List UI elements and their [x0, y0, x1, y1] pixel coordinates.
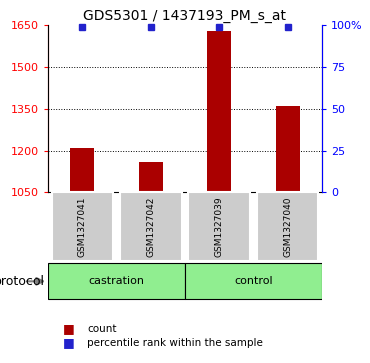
Text: protocol: protocol: [0, 275, 44, 288]
Bar: [257, 192, 319, 261]
Bar: [276, 106, 300, 192]
Bar: [120, 192, 182, 261]
Text: ■: ■: [63, 322, 75, 335]
Text: GSM1327040: GSM1327040: [283, 197, 292, 257]
Title: GDS5301 / 1437193_PM_s_at: GDS5301 / 1437193_PM_s_at: [84, 9, 286, 23]
Bar: [48, 263, 185, 299]
Text: GSM1327042: GSM1327042: [146, 197, 155, 257]
Bar: [207, 31, 231, 192]
Bar: [70, 148, 94, 192]
Bar: [51, 192, 113, 261]
Text: castration: castration: [88, 276, 145, 286]
Text: GSM1327041: GSM1327041: [78, 197, 87, 257]
Text: count: count: [87, 323, 117, 334]
Bar: [188, 192, 250, 261]
Bar: [139, 162, 163, 192]
Text: GSM1327039: GSM1327039: [215, 196, 224, 257]
Text: control: control: [234, 276, 273, 286]
Bar: [185, 263, 322, 299]
Text: ■: ■: [63, 337, 75, 350]
Text: percentile rank within the sample: percentile rank within the sample: [87, 338, 263, 348]
